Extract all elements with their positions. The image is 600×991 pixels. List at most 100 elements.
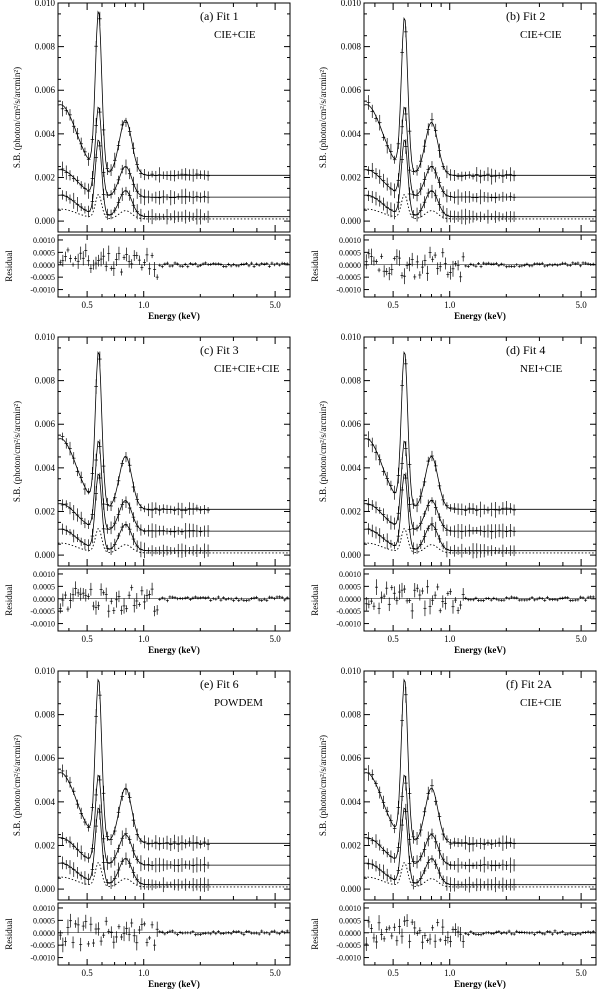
y-tick-label: 0.002 [35, 840, 55, 850]
x-tick-label: 1.0 [444, 300, 456, 310]
residual-y-tick-label: 0.0010 [33, 904, 55, 913]
residual-y-tick-label: 0.0010 [33, 570, 55, 579]
residual-y-tick-label: -0.0010 [336, 954, 361, 963]
x-axis-label: Energy (keV) [148, 311, 200, 321]
series-line-2 [363, 106, 596, 198]
residual-plot-frame [363, 234, 597, 298]
y-axis-label: S.B. (photon/cm²/s/arcmin²) [12, 735, 22, 836]
residual-y-tick-label: -0.0005 [30, 941, 55, 950]
y-tick-label: 0.008 [35, 42, 56, 52]
y-tick-label: 0.010 [35, 0, 56, 8]
series-points-1 [60, 11, 210, 183]
residual-axis-label: Residual [310, 250, 320, 282]
residual-y-tick-label: 0.0010 [339, 570, 361, 579]
panel-label: (a) Fit 1 [200, 9, 239, 23]
x-tick-label: 5.0 [269, 300, 281, 310]
residual-plot-frame [57, 902, 291, 966]
y-tick-label: 0.010 [35, 666, 56, 676]
model-label: POWDEM [214, 697, 263, 709]
y-tick-label: 0.000 [341, 216, 362, 226]
y-tick-label: 0.000 [341, 884, 362, 894]
series-line-2 [363, 774, 596, 866]
y-tick-label: 0.004 [35, 129, 56, 139]
series-line-4 [363, 862, 596, 888]
residual-y-tick-label: 0.0000 [339, 261, 361, 270]
y-tick-label: 0.002 [341, 840, 361, 850]
main-plot-frame [57, 336, 291, 567]
residual-plot-frame [57, 568, 291, 632]
model-label: CIE+CIE [214, 29, 256, 41]
y-tick-label: 0.000 [35, 884, 56, 894]
series-points-2 [60, 107, 210, 206]
series-line-4 [363, 194, 596, 220]
panel-f: 0.000 0.002 0.004 0.006 0.008 0.010 -0.0010 -0.… [310, 666, 597, 989]
x-tick-label: 0.5 [81, 300, 93, 310]
x-tick-label: 5.0 [575, 300, 587, 310]
residual-axis-label: Residual [310, 584, 320, 616]
x-tick-label: 5.0 [575, 968, 587, 978]
residual-y-tick-label: -0.0005 [30, 273, 55, 282]
main-plot-frame [363, 336, 597, 567]
residual-points [364, 579, 595, 619]
series-points-2 [366, 775, 516, 873]
series-points-1 [366, 686, 516, 853]
y-axis-label: S.B. (photon/cm²/s/arcmin²) [318, 401, 328, 502]
residual-plot-frame [363, 568, 597, 632]
series-line-1 [57, 678, 290, 844]
series-points-2 [60, 439, 210, 539]
series-points-3 [60, 472, 210, 559]
y-axis-label: S.B. (photon/cm²/s/arcmin²) [12, 67, 22, 168]
series-points-3 [366, 139, 516, 225]
residual-y-tick-label: 0.0005 [33, 248, 55, 257]
x-axis-label: Energy (keV) [454, 979, 506, 989]
residual-y-tick-label: -0.0005 [30, 607, 55, 616]
y-tick-label: 0.008 [341, 710, 362, 720]
residual-y-tick-label: 0.0010 [339, 236, 361, 245]
series-points-3 [366, 803, 516, 893]
series-line-2 [57, 106, 290, 198]
series-line-1 [57, 350, 290, 510]
residual-y-tick-label: -0.0005 [336, 941, 361, 950]
model-label: CIE+CIE [520, 29, 562, 41]
x-axis-label: Energy (keV) [148, 979, 200, 989]
series-line-4 [57, 194, 290, 220]
residual-y-tick-label: -0.0005 [336, 273, 361, 282]
residual-points [58, 581, 289, 618]
x-tick-label: 0.5 [387, 634, 399, 644]
residual-axis-label: Residual [310, 918, 320, 950]
series-points-1 [366, 26, 516, 185]
series-points-2 [366, 441, 516, 540]
y-tick-label: 0.006 [35, 85, 56, 95]
y-tick-label: 0.002 [341, 172, 361, 182]
y-tick-label: 0.006 [341, 85, 362, 95]
y-tick-label: 0.010 [341, 332, 362, 342]
x-tick-label: 0.5 [387, 968, 399, 978]
x-tick-label: 1.0 [138, 968, 150, 978]
residual-points [364, 246, 595, 285]
x-tick-label: 1.0 [444, 634, 456, 644]
series-line-2 [57, 440, 290, 532]
series-line-4 [363, 528, 596, 554]
residual-plot-frame [363, 902, 597, 966]
panel-label: (c) Fit 3 [200, 343, 239, 357]
panel-label: (b) Fit 2 [506, 9, 545, 23]
residual-axis-label: Residual [4, 918, 14, 950]
y-tick-label: 0.000 [35, 216, 56, 226]
residual-axis-label: Residual [4, 250, 14, 282]
residual-plot-frame [57, 234, 291, 298]
residual-y-tick-label: 0.0005 [33, 916, 55, 925]
residual-y-tick-label: -0.0010 [30, 286, 55, 295]
x-tick-label: 1.0 [138, 634, 150, 644]
panel-d: 0.000 0.002 0.004 0.006 0.008 0.010 -0.0010 -0.… [310, 332, 597, 655]
series-points-1 [366, 359, 516, 518]
x-axis-label: Energy (keV) [454, 311, 506, 321]
residual-y-tick-label: 0.0000 [339, 929, 361, 938]
series-line-1 [363, 350, 596, 510]
model-label: CIE+CIE [520, 697, 562, 709]
y-tick-label: 0.008 [341, 376, 362, 386]
panel-a: 0.000 0.002 0.004 0.006 0.008 0.010 -0.0010 -0.… [4, 0, 291, 321]
x-tick-label: 5.0 [269, 968, 281, 978]
y-tick-label: 0.002 [35, 506, 55, 516]
main-plot-frame [57, 670, 291, 901]
x-tick-label: 1.0 [138, 300, 150, 310]
